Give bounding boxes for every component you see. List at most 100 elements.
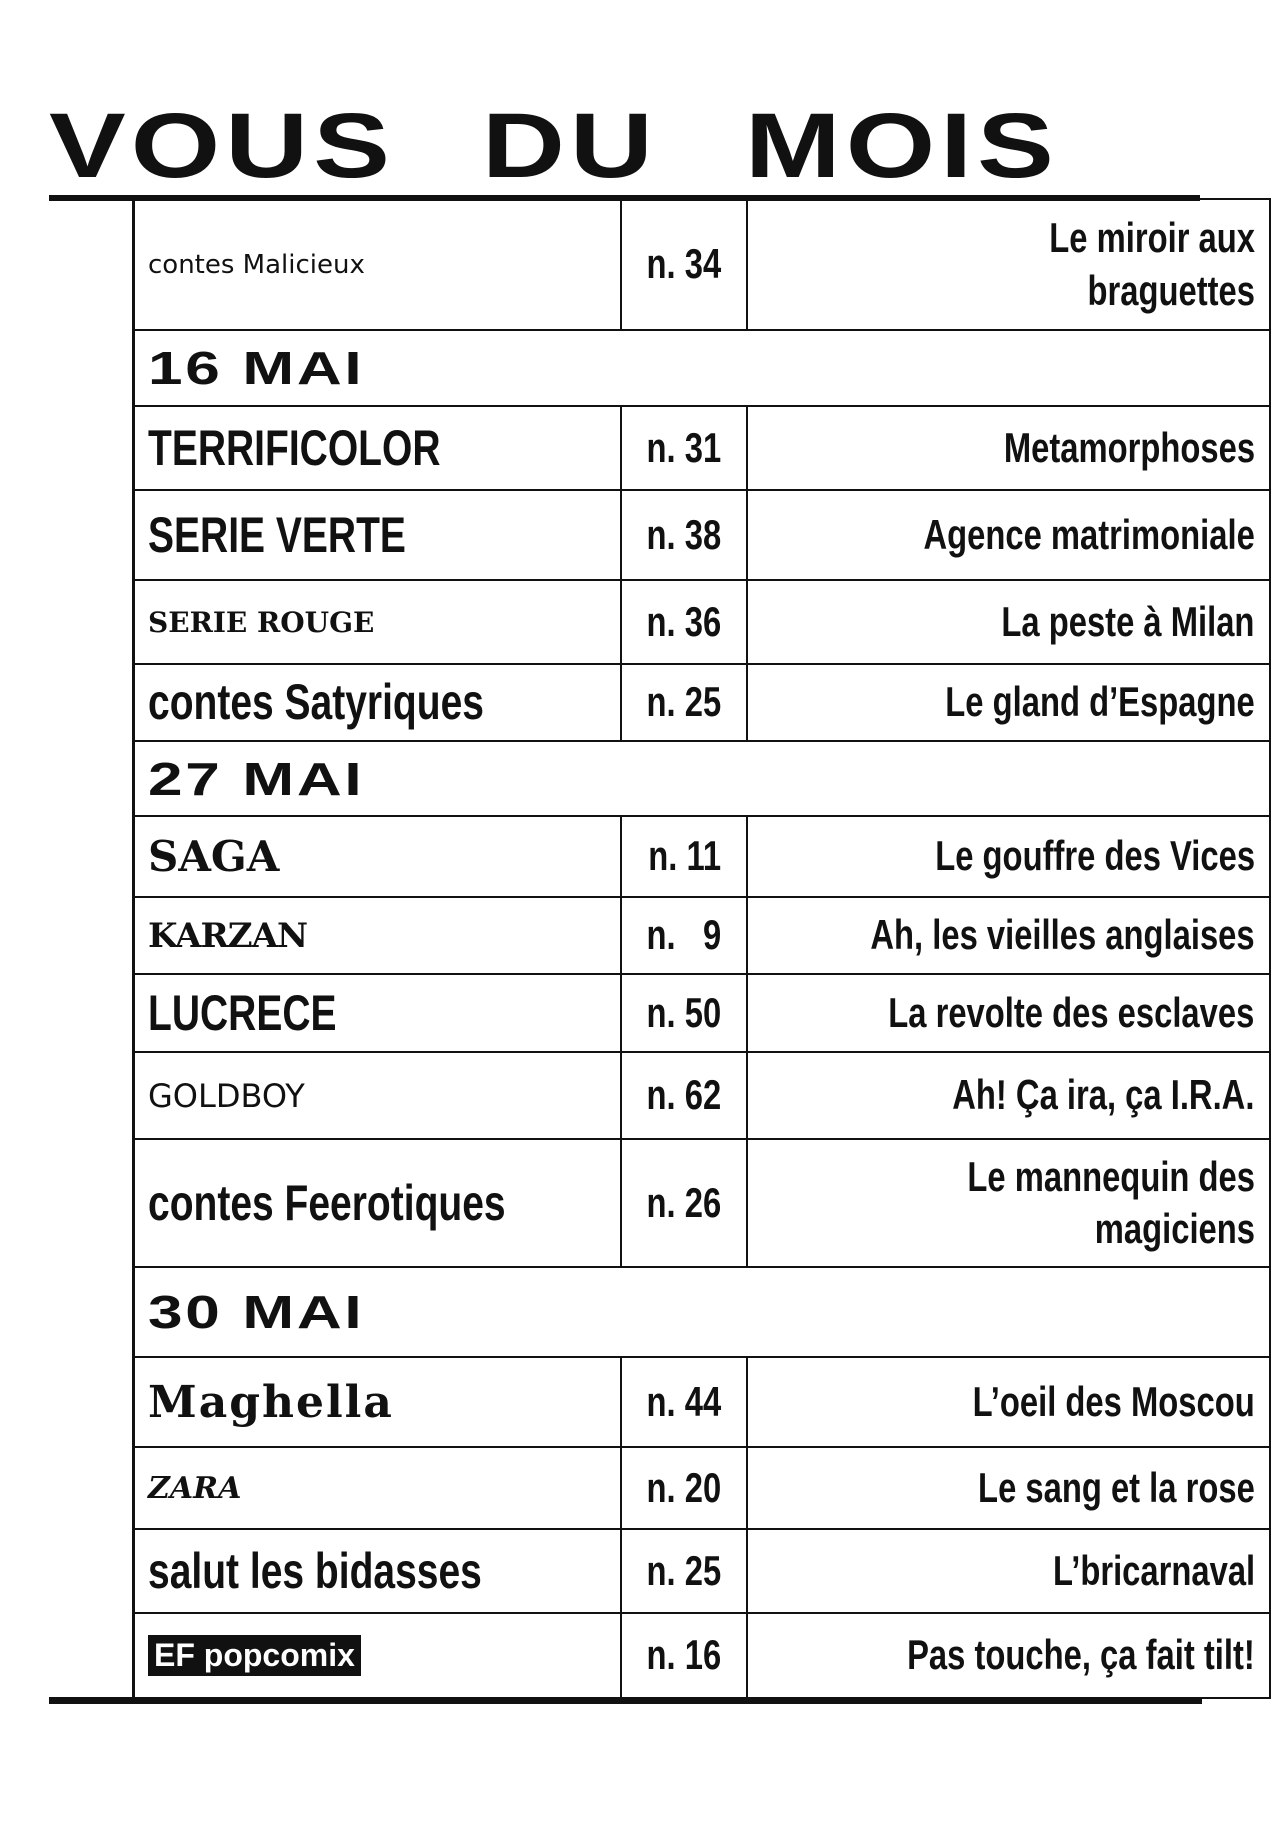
- episode-cell: Agence matrimoniale: [746, 489, 1271, 581]
- table-row: ZARA n. 20 Le sang et la rose: [131, 1446, 1271, 1530]
- series-cell: SERIE ROUGE: [131, 579, 623, 665]
- table-row: contes Satyriques n. 25 Le gland d’Espag…: [131, 663, 1271, 742]
- episode-cell: L’oeil des Moscou: [746, 1356, 1271, 1448]
- issue-number: n. 36: [646, 597, 722, 645]
- date-row: 16 MAI: [132, 329, 1271, 407]
- series-cell: LUCRECE: [131, 973, 623, 1053]
- series-name: TERRIFICOLOR: [148, 419, 441, 476]
- series-logo: SAGA: [148, 832, 280, 881]
- date-label: 27 MAI: [148, 752, 365, 805]
- date-label: 30 MAI: [148, 1286, 365, 1338]
- table-row: EF popcomix n. 16 Pas touche, ça fait ti…: [131, 1612, 1271, 1699]
- number-cell: n. 26: [620, 1138, 749, 1268]
- series-cell: GOLDBOY: [131, 1051, 623, 1140]
- table-row: contes Feerotiques n. 26 Le mannequin de…: [131, 1138, 1271, 1268]
- episode-cell: Metamorphoses: [746, 405, 1271, 491]
- issue-number: n. 62: [646, 1071, 722, 1119]
- number-cell: n. 34: [620, 198, 749, 331]
- series-name: contes Feerotiques: [148, 1174, 506, 1231]
- episode-title: Le miroir aux braguettes: [1049, 214, 1255, 314]
- episode-title: L’oeil des Moscou: [972, 1377, 1255, 1425]
- table-row: salut les bidasses n. 25 L’bricarnaval: [131, 1528, 1271, 1614]
- issue-number: n. 16: [646, 1631, 722, 1679]
- episode-cell: La revolte des esclaves: [746, 973, 1271, 1053]
- episode-title: La peste à Milan: [1001, 597, 1255, 645]
- number-cell: n. 25: [620, 663, 749, 742]
- number-cell: n. 25: [620, 1528, 749, 1614]
- series-cell: KARZAN: [131, 896, 623, 975]
- number-cell: n. 62: [620, 1051, 749, 1140]
- issue-number: n. 44: [646, 1377, 722, 1425]
- series-logo: Maghella: [148, 1376, 394, 1428]
- episode-title: Le mannequin des magiciens: [967, 1152, 1255, 1253]
- bottom-rule: [49, 1697, 1202, 1704]
- episode-title: Ah, les vieilles anglaises: [870, 911, 1255, 959]
- date-cell: 30 MAI: [132, 1266, 1271, 1358]
- top-rule: [49, 195, 1200, 201]
- table-row: SAGA n. 11 Le gouffre des Vices: [131, 815, 1271, 898]
- series-cell: contes Satyriques: [131, 663, 623, 742]
- number-cell: n. 9: [620, 896, 749, 975]
- number-cell: n. 36: [620, 579, 749, 665]
- series-cell: TERRIFICOLOR: [131, 405, 623, 491]
- issue-number: n. 25: [646, 1546, 722, 1594]
- issue-number: n. 20: [646, 1463, 722, 1511]
- episode-cell: Le sang et la rose: [746, 1446, 1271, 1530]
- issue-number: n. 38: [646, 510, 722, 558]
- series-cell: EF popcomix: [131, 1612, 623, 1699]
- episode-cell: L’bricarnaval: [746, 1528, 1271, 1614]
- table-row: Maghella n. 44 L’oeil des Moscou: [131, 1356, 1271, 1448]
- issue-number: n. 50: [646, 988, 722, 1036]
- number-cell: n. 50: [620, 973, 749, 1053]
- episode-title: Pas touche, ça fait tilt!: [907, 1631, 1255, 1679]
- episode-cell: Le gland d’Espagne: [746, 663, 1271, 742]
- issue-number: n. 34: [646, 240, 722, 288]
- episode-title: Le gland d’Espagne: [945, 678, 1255, 726]
- series-cell: SERIE VERTE: [131, 489, 623, 581]
- issue-number: n. 26: [646, 1178, 722, 1226]
- date-row: 30 MAI: [132, 1266, 1271, 1358]
- episode-title: Le sang et la rose: [978, 1463, 1255, 1511]
- series-logo: SERIE ROUGE: [148, 605, 375, 639]
- episode-title: L’bricarnaval: [1052, 1546, 1255, 1594]
- issue-number: n. 25: [646, 678, 722, 726]
- episode-cell: La peste à Milan: [746, 579, 1271, 665]
- series-cell: salut les bidasses: [131, 1528, 623, 1614]
- page-title: VOUS DU MOIS: [49, 95, 1059, 197]
- episode-cell: Ah, les vieilles anglaises: [746, 896, 1271, 975]
- date-cell: 16 MAI: [132, 329, 1271, 407]
- series-name: SERIE VERTE: [148, 506, 406, 563]
- series-name: contes Satyriques: [148, 674, 484, 731]
- table-row: GOLDBOY n. 62 Ah! Ça ira, ça I.R.A.: [131, 1051, 1271, 1140]
- episode-title: Le gouffre des Vices: [934, 832, 1255, 880]
- episode-cell: Le mannequin des magiciens: [746, 1138, 1271, 1268]
- series-cell: ZARA: [131, 1446, 623, 1530]
- series-name: salut les bidasses: [148, 1542, 482, 1599]
- table-row: TERRIFICOLOR n. 31 Metamorphoses: [131, 405, 1271, 491]
- episode-cell: Le gouffre des Vices: [746, 815, 1271, 898]
- series-logo: KARZAN: [148, 915, 308, 956]
- number-cell: n. 38: [620, 489, 749, 581]
- release-table: contes Malicieux n. 34 Le miroir aux bra…: [131, 198, 1271, 1699]
- number-cell: n. 31: [620, 405, 749, 491]
- episode-title: Metamorphoses: [1003, 423, 1255, 471]
- episode-cell: Le miroir aux braguettes: [746, 198, 1271, 331]
- series-name: LUCRECE: [148, 984, 337, 1041]
- series-cell: contes Feerotiques: [131, 1138, 623, 1268]
- series-cell: Maghella: [131, 1356, 623, 1448]
- series-cell: contes Malicieux: [131, 198, 623, 331]
- series-logo: ZARA: [148, 1470, 242, 1506]
- date-label: 16 MAI: [148, 342, 365, 394]
- series-logo: GOLDBOY: [148, 1076, 305, 1115]
- date-cell: 27 MAI: [132, 740, 1271, 817]
- table-row: SERIE ROUGE n. 36 La peste à Milan: [131, 579, 1271, 665]
- series-logo: EF popcomix: [148, 1635, 361, 1676]
- number-cell: n. 11: [620, 815, 749, 898]
- episode-cell: Ah! Ça ira, ça I.R.A.: [746, 1051, 1271, 1140]
- episode-cell: Pas touche, ça fait tilt!: [746, 1612, 1271, 1699]
- table-row: KARZAN n. 9 Ah, les vieilles anglaises: [131, 896, 1271, 975]
- episode-title: La revolte des esclaves: [888, 988, 1255, 1036]
- episode-title: Agence matrimoniale: [923, 510, 1255, 558]
- episode-title: Ah! Ça ira, ça I.R.A.: [952, 1071, 1255, 1119]
- date-row: 27 MAI: [132, 740, 1271, 817]
